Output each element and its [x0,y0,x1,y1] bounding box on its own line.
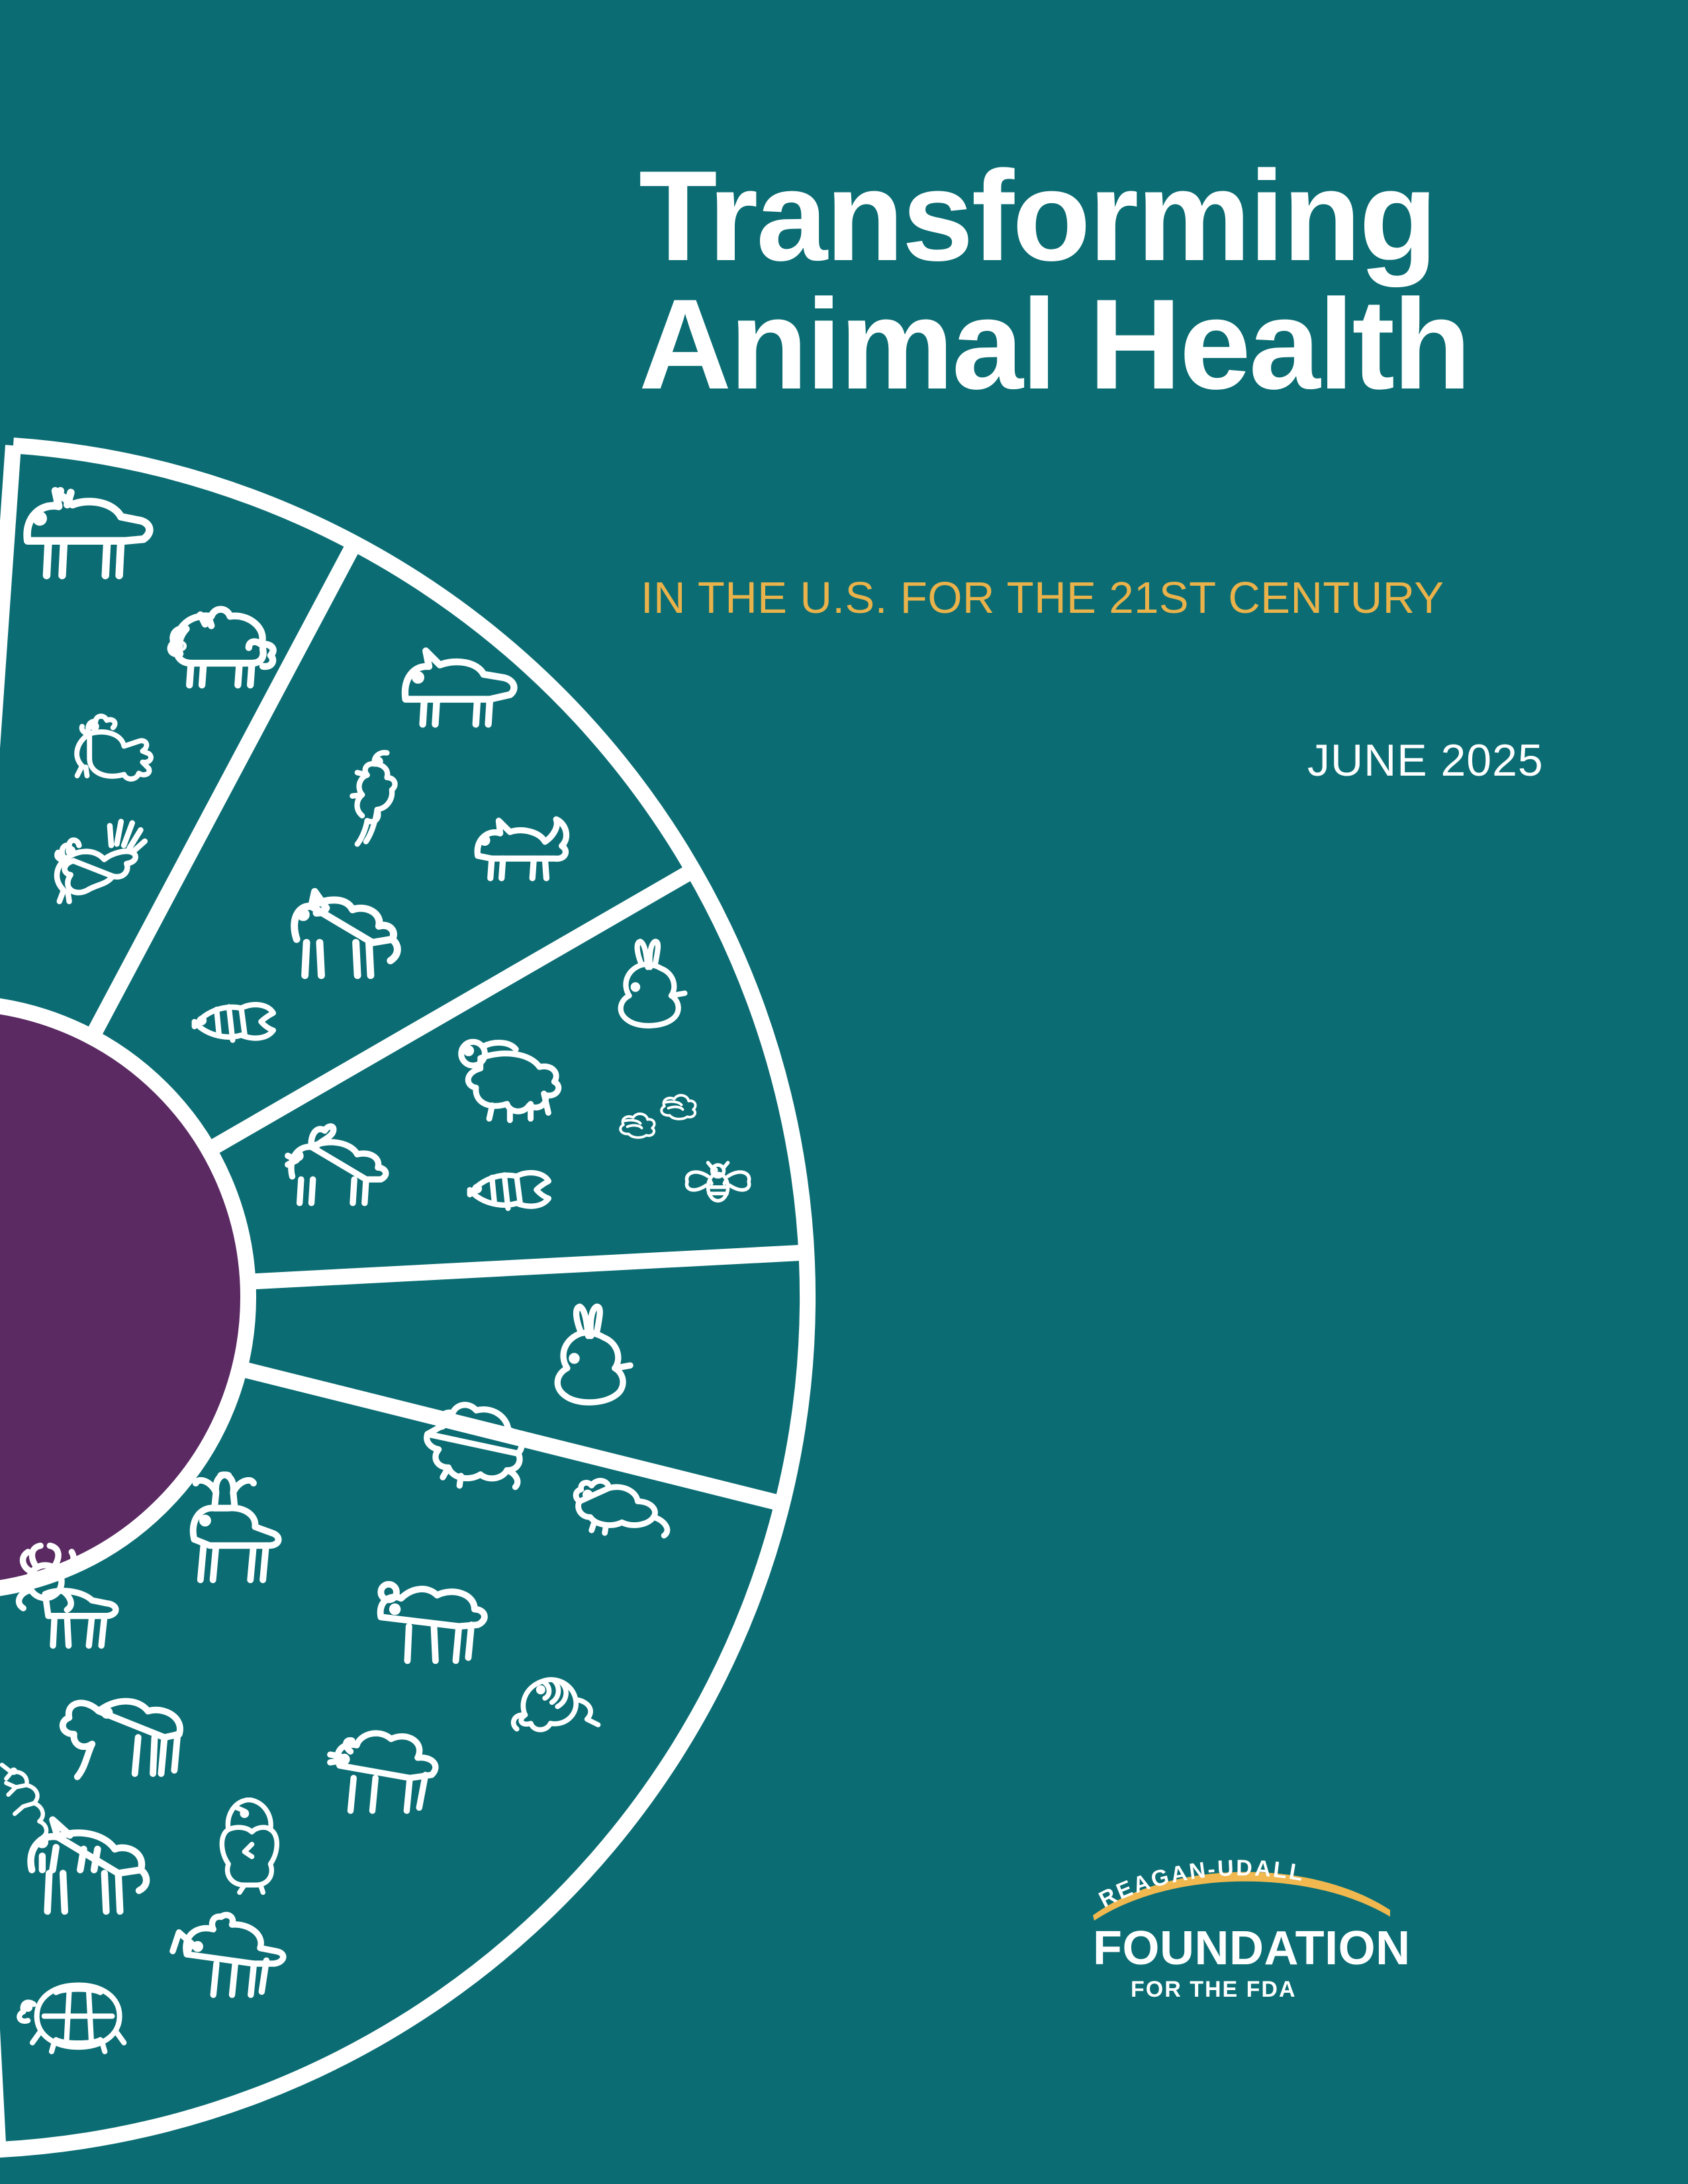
svg-text:FOUNDATION: FOUNDATION [1093,1922,1411,1975]
svg-text:FOR THE FDA: FOR THE FDA [1131,1977,1297,2002]
